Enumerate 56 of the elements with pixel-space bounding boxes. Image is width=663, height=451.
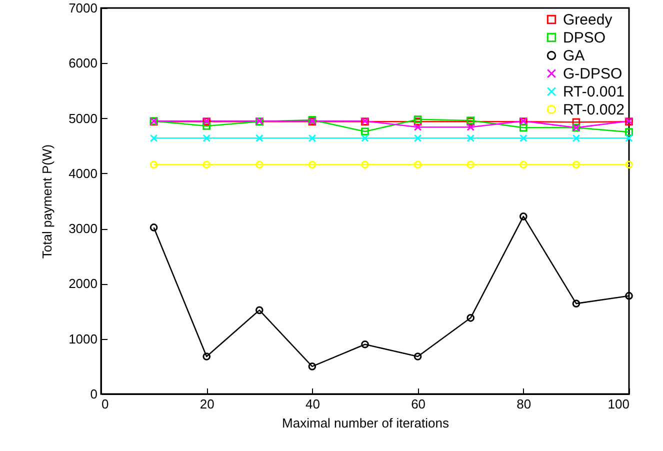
point xyxy=(625,128,633,136)
point xyxy=(202,352,211,360)
y-tick-label: 3000 xyxy=(68,221,98,236)
x-tick-label: 100 xyxy=(608,396,630,412)
point xyxy=(625,134,633,142)
x-tick-label: 60 xyxy=(411,396,426,412)
y-tick-label: 6000 xyxy=(68,56,98,71)
point xyxy=(308,362,316,370)
point xyxy=(202,122,211,130)
point xyxy=(572,160,580,169)
point xyxy=(466,314,475,322)
point xyxy=(414,352,422,360)
point xyxy=(466,160,475,169)
point xyxy=(308,160,316,169)
point xyxy=(572,300,580,308)
point xyxy=(361,134,369,142)
legend-label: GA xyxy=(563,48,585,64)
point xyxy=(414,160,422,169)
point xyxy=(202,160,211,169)
y-tick-label: 7000 xyxy=(68,0,98,16)
y-tick-label: 1000 xyxy=(68,331,98,346)
x-tick-label: 40 xyxy=(305,396,320,412)
point xyxy=(361,340,369,348)
point xyxy=(414,115,422,124)
point xyxy=(255,134,264,142)
point xyxy=(308,134,316,142)
legend-label: RT-0.001 xyxy=(563,84,624,100)
y-tick-label: 5000 xyxy=(68,110,98,126)
point xyxy=(519,124,528,132)
point xyxy=(519,134,528,142)
point xyxy=(202,134,211,142)
x-tick-label: 20 xyxy=(200,396,214,412)
legend-label: G-DPSO xyxy=(563,66,622,82)
point xyxy=(466,134,475,142)
y-tick-label: 2000 xyxy=(68,276,98,292)
legend-label: RT-0.002 xyxy=(563,102,624,118)
point xyxy=(361,128,369,136)
legend-label: DPSO xyxy=(563,30,606,46)
point xyxy=(255,306,264,314)
y-axis-title: Total payment P(W) xyxy=(40,144,55,259)
point xyxy=(519,212,528,220)
point xyxy=(414,123,422,132)
point xyxy=(414,134,422,142)
y-tick-label: 0 xyxy=(90,386,98,402)
x-tick-label: 0 xyxy=(102,396,109,412)
point xyxy=(466,123,475,132)
x-tick-label: 80 xyxy=(516,396,532,412)
x-axis-title: Maximal number of iterations xyxy=(282,416,450,430)
point xyxy=(150,134,158,142)
point xyxy=(572,118,580,126)
y-tick-label: 4000 xyxy=(68,166,98,181)
point xyxy=(519,160,528,169)
point xyxy=(361,160,369,169)
point xyxy=(255,160,264,169)
legend-label: Greedy xyxy=(563,12,613,28)
point xyxy=(572,134,580,142)
